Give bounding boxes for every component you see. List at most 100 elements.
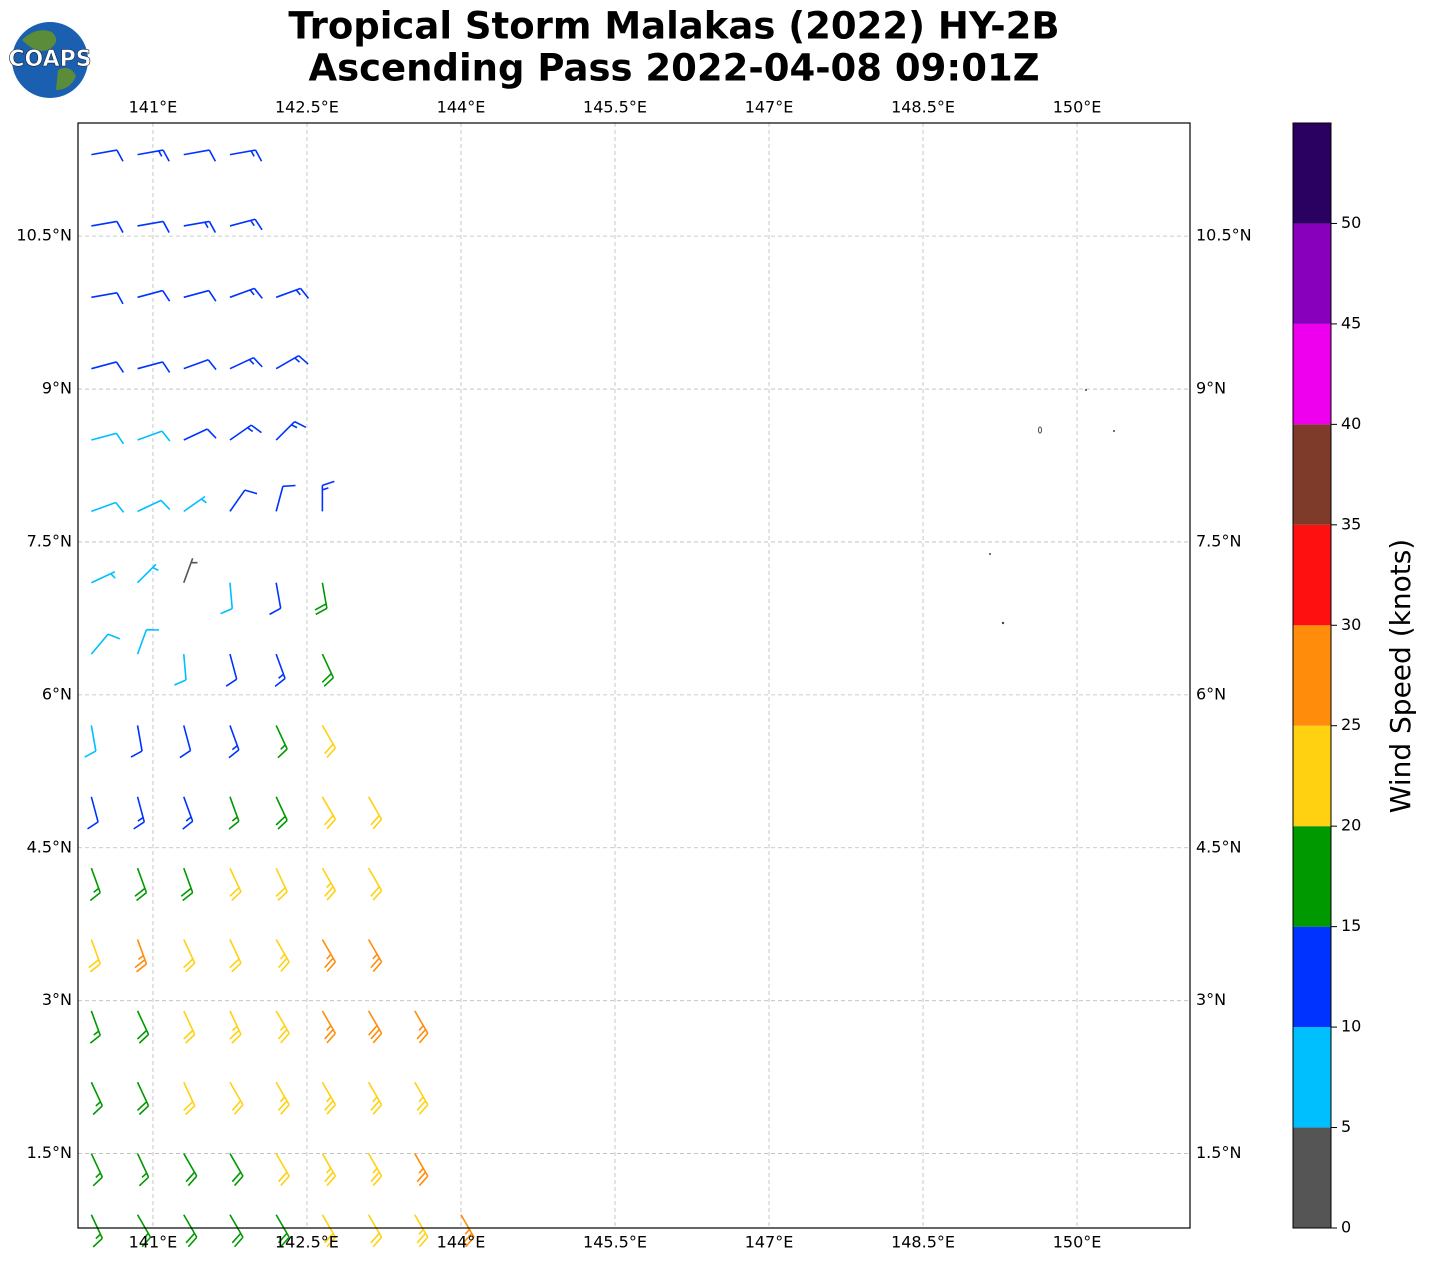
- wind-barb: [414, 1153, 429, 1187]
- wind-barb: [275, 1081, 290, 1115]
- colorbar-tick-label: 35: [1341, 514, 1361, 533]
- barbs: [84, 149, 475, 1248]
- wind-barb: [180, 867, 194, 902]
- colorbar-frame: [1292, 122, 1332, 1229]
- wind-barb: [229, 149, 263, 162]
- wind-barb: [91, 571, 116, 584]
- y-tick-label: 7.5°N: [27, 531, 72, 550]
- x-tick-label: 150°E: [1053, 98, 1102, 117]
- colorbar-segment: [1293, 625, 1331, 726]
- colorbar-segment: [1293, 123, 1331, 224]
- wind-barb: [183, 1214, 198, 1248]
- wind-barb: [136, 563, 159, 584]
- wind-barb: [229, 1081, 244, 1115]
- wind-barb: [183, 359, 217, 371]
- y-tick-label: 6°N: [1196, 684, 1226, 703]
- wind-barb: [229, 1214, 244, 1248]
- logo-text: COAPS: [8, 47, 91, 72]
- wind-barb: [321, 1081, 337, 1115]
- wind-barb: [91, 501, 125, 513]
- x-tick-label: 145.5°E: [583, 1233, 647, 1252]
- wind-barb: [460, 1214, 475, 1248]
- wind-barb: [134, 939, 148, 973]
- wind-barb: [91, 432, 125, 445]
- y-tick-label: 10.5°N: [16, 226, 72, 245]
- wind-barb: [182, 796, 194, 830]
- wind-barb: [229, 1153, 244, 1187]
- y-tick-label: 3°N: [1196, 990, 1226, 1009]
- wind-barb: [137, 499, 171, 513]
- colorbar-segment: [1293, 524, 1331, 626]
- wind-barb: [275, 796, 288, 830]
- wind-barb: [367, 939, 383, 973]
- wind-barb: [228, 796, 240, 830]
- y-tick-label: 9°N: [1196, 379, 1226, 398]
- wind-barb: [275, 1153, 290, 1187]
- y-tick-label: 3°N: [42, 990, 72, 1009]
- wind-barb: [174, 654, 187, 686]
- colorbar-tick-label: 20: [1341, 816, 1361, 835]
- wind-barb: [414, 1010, 429, 1044]
- x-tick-label: 141°E: [129, 98, 178, 117]
- wind-barb: [183, 1153, 198, 1187]
- wind-barb: [89, 867, 101, 902]
- wind-barb: [275, 867, 288, 902]
- wind-barb: [275, 484, 296, 512]
- colorbar-tick-label: 0: [1341, 1218, 1351, 1237]
- x-tick-label: 147°E: [745, 1233, 794, 1252]
- wind-barb: [183, 495, 207, 513]
- wind-barb: [136, 628, 160, 655]
- colorbar-tick-label: 5: [1341, 1117, 1351, 1136]
- island: [1038, 426, 1042, 434]
- colorbar-segment: [1293, 826, 1331, 927]
- wind-barb: [183, 939, 196, 973]
- x-tick-label: 147°E: [745, 98, 794, 117]
- wind-barb: [321, 653, 335, 687]
- wind-barb: [414, 1081, 429, 1115]
- island: [1113, 430, 1115, 432]
- x-tick-label: 145.5°E: [583, 98, 647, 117]
- wind-barb: [136, 1081, 150, 1116]
- wind-barb: [275, 287, 310, 299]
- colorbar-tick-label: 30: [1341, 615, 1361, 634]
- logo: COAPS: [8, 22, 92, 98]
- wind-barb: [314, 582, 328, 616]
- wind-barb: [228, 725, 240, 759]
- y-tick-label: 4.5°N: [27, 837, 72, 856]
- colorbar-segment: [1293, 1127, 1331, 1228]
- colorbar-label: Wind Speed (knots): [1384, 539, 1417, 813]
- wind-barb: [136, 1010, 150, 1044]
- colorbar-tick-label: 50: [1341, 213, 1361, 232]
- wind-barb: [136, 1214, 152, 1248]
- wind-barb: [321, 1214, 337, 1248]
- y-tick-label: 7.5°N: [1196, 531, 1241, 550]
- wind-barb: [220, 582, 234, 615]
- wind-barb: [137, 220, 170, 233]
- wind-barb: [321, 939, 337, 973]
- colorbar-segment: [1293, 1027, 1331, 1128]
- wind-barb: [225, 653, 238, 687]
- colorbar-segment: [1293, 223, 1331, 324]
- colorbar-segment: [1293, 725, 1331, 827]
- wind-barb: [91, 361, 125, 373]
- islands: [989, 389, 1115, 625]
- wind-barb: [183, 428, 217, 441]
- colorbar-tick-label: 10: [1341, 1017, 1361, 1036]
- x-tick-label: 142.5°E: [275, 1233, 339, 1252]
- wind-barb: [136, 1153, 150, 1187]
- wind-barb: [275, 420, 307, 441]
- wind-barb: [229, 287, 263, 299]
- wind-barb: [130, 725, 143, 758]
- colorbar-tick-label: 45: [1341, 313, 1361, 332]
- wind-barb: [137, 149, 170, 162]
- y-tick-label: 1.5°N: [27, 1143, 72, 1162]
- wind-barb: [183, 558, 198, 584]
- grid: [78, 123, 1190, 1228]
- wind-barb: [183, 220, 217, 233]
- wind-barb: [134, 867, 148, 902]
- colorbar-tick-label: 15: [1341, 916, 1361, 935]
- wind-barb: [183, 289, 217, 302]
- chart-subtitle: Ascending Pass 2022-04-08 09:01Z: [308, 47, 1039, 90]
- wind-barb: [229, 356, 263, 370]
